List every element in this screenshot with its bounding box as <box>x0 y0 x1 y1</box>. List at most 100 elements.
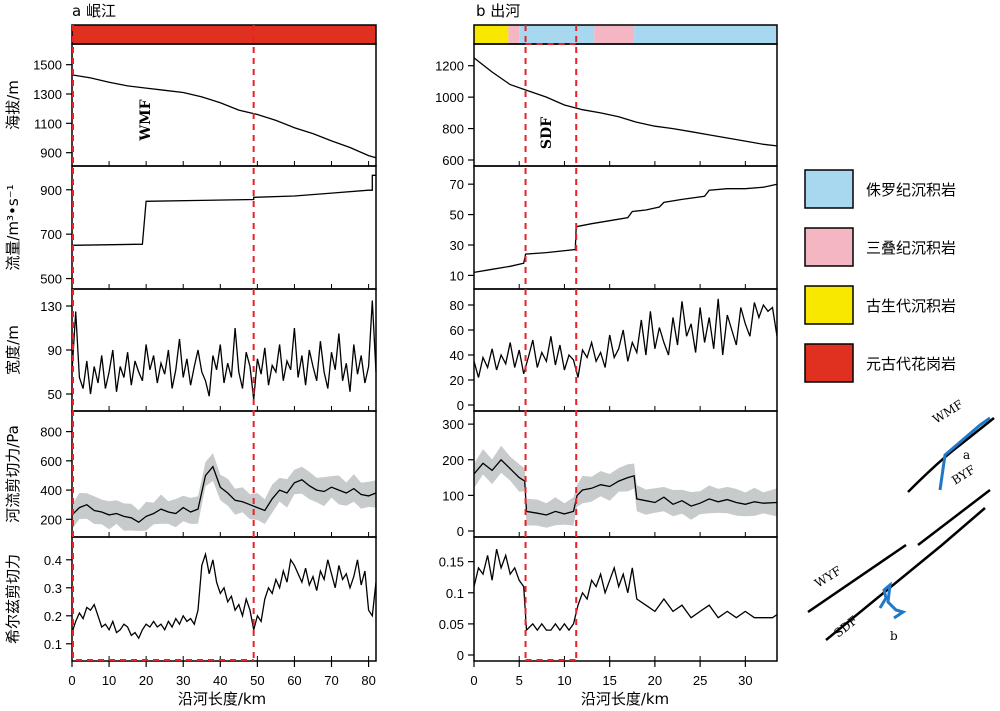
y-axis-label: 希尔兹剪切力 <box>4 554 22 644</box>
y-tick-label: 70 <box>450 177 464 192</box>
y-tick-label: 0.1 <box>446 586 464 601</box>
y-tick-label: 1500 <box>33 58 62 73</box>
right-chart-chuhe: 6008001000120010305070020406080010020030… <box>435 24 778 688</box>
legend-item-proterozoic: 元古代花岗岩 <box>804 343 956 383</box>
x-tick-label: 15 <box>602 673 616 688</box>
river-a-trace <box>938 416 991 491</box>
map-label-wmf: WMF <box>930 397 965 426</box>
x-tick-label: 5 <box>516 673 523 688</box>
y-tick-label: 300 <box>442 417 464 432</box>
y-tick-label: 50 <box>48 387 62 402</box>
x-tick-label: 0 <box>68 673 75 688</box>
lithology-legend: 侏罗纪沉积岩 三叠纪沉积岩 古生代沉积岩 元古代花岗岩 <box>804 169 956 383</box>
y-tick-label: 800 <box>442 122 464 137</box>
y-tick-label: 10 <box>450 268 464 283</box>
fault-location-map: WMF BYF WYF SDF a b <box>807 397 995 643</box>
panel-frame <box>71 165 377 290</box>
fault-label-wmf: WMF <box>138 99 154 141</box>
y-axis-label: 海拔/m <box>4 80 22 130</box>
x-tick-label: 70 <box>324 673 338 688</box>
y-tick-label: 900 <box>40 146 62 161</box>
data-series-line <box>473 183 778 274</box>
legend-swatch-paleozoic <box>804 285 854 325</box>
y-tick-label: 20 <box>450 373 464 388</box>
lithology-segment <box>634 25 777 44</box>
river-b-trace <box>878 581 907 620</box>
y-tick-label: 400 <box>40 483 62 498</box>
fault-zone-outline <box>525 43 577 661</box>
y-tick-label: 0.4 <box>44 553 62 568</box>
left-chart-title: a 岷江 <box>72 2 116 20</box>
legend-label-proterozoic: 元古代花岗岩 <box>866 355 956 373</box>
map-label-sdf: SDF <box>831 613 860 640</box>
map-label-wyf: WYF <box>812 564 844 591</box>
x-tick-label: 60 <box>287 673 301 688</box>
y-tick-label: 1200 <box>435 59 464 74</box>
y-tick-label: 0 <box>457 398 464 413</box>
fault-line-sdf <box>825 507 986 641</box>
x-tick-label: 10 <box>557 673 571 688</box>
data-series-line <box>71 74 377 159</box>
x-tick-label: 40 <box>213 673 227 688</box>
left-x-axis-label: 沿河长度/km <box>178 690 266 708</box>
y-tick-label: 0.2 <box>44 609 62 624</box>
data-series-line <box>71 300 377 400</box>
data-series-line <box>473 298 778 378</box>
x-tick-label: 10 <box>102 673 116 688</box>
lithology-segment <box>72 25 376 44</box>
map-label-byf: BYF <box>949 462 978 487</box>
y-axis-label: 流量/m³•s⁻¹ <box>4 184 22 270</box>
y-tick-label: 200 <box>40 512 62 527</box>
right-chart-title: b 出河 <box>476 2 520 20</box>
fault-line-byf <box>917 489 991 546</box>
y-tick-label: 0.1 <box>44 637 62 652</box>
y-tick-label: 80 <box>450 298 464 313</box>
right-x-axis-label: 沿河长度/km <box>581 690 669 708</box>
panel-frame <box>71 536 377 662</box>
y-axis-label: 河流剪切力/Pa <box>4 425 22 523</box>
lithology-segment <box>474 25 509 44</box>
y-tick-label: 900 <box>40 183 62 198</box>
y-axis-label: 宽度/m <box>4 325 22 375</box>
x-tick-label: 80 <box>361 673 375 688</box>
data-series-line <box>473 549 778 632</box>
y-tick-label: 500 <box>40 272 62 287</box>
fault-zone-outline <box>72 25 254 661</box>
y-tick-label: 1300 <box>33 87 62 102</box>
y-tick-label: 130 <box>40 299 62 314</box>
legend-label-triassic: 三叠纪沉积岩 <box>866 239 956 257</box>
lithology-segment <box>519 25 595 44</box>
y-tick-label: 60 <box>450 323 464 338</box>
fault-line-wyf <box>807 543 907 614</box>
legend-swatch-triassic <box>804 227 854 267</box>
y-tick-label: 30 <box>450 238 464 253</box>
data-series-line <box>71 551 377 640</box>
y-tick-label: 600 <box>40 454 62 469</box>
y-tick-label: 600 <box>442 153 464 168</box>
x-tick-label: 0 <box>470 673 477 688</box>
panel-frame <box>71 288 377 412</box>
y-tick-label: 90 <box>48 343 62 358</box>
fault-line-wmf <box>907 417 995 493</box>
y-tick-label: 50 <box>450 208 464 223</box>
legend-label-paleozoic: 古生代沉积岩 <box>866 297 956 315</box>
data-series-line <box>71 465 377 523</box>
legend-swatch-jurassic <box>804 169 854 209</box>
left-chart-minjiang: 900110013001500海拔/m500700900流量/m³•s⁻¹509… <box>4 24 377 688</box>
legend-item-jurassic: 侏罗纪沉积岩 <box>804 169 956 209</box>
map-label-a: a <box>963 448 970 462</box>
y-tick-label: 1000 <box>435 90 464 105</box>
y-tick-label: 0.05 <box>439 617 464 632</box>
x-tick-label: 30 <box>738 673 752 688</box>
data-series-line <box>71 174 376 246</box>
y-tick-label: 0.3 <box>44 581 62 596</box>
panel-frame <box>473 536 778 662</box>
y-tick-label: 0 <box>457 524 464 539</box>
y-tick-label: 700 <box>40 227 62 242</box>
x-tick-label: 20 <box>139 673 153 688</box>
panel-frame <box>473 43 778 167</box>
y-tick-label: 1100 <box>34 116 62 131</box>
lithology-segment <box>508 25 520 44</box>
legend-item-triassic: 三叠纪沉积岩 <box>804 227 956 267</box>
y-tick-label: 40 <box>450 348 464 363</box>
